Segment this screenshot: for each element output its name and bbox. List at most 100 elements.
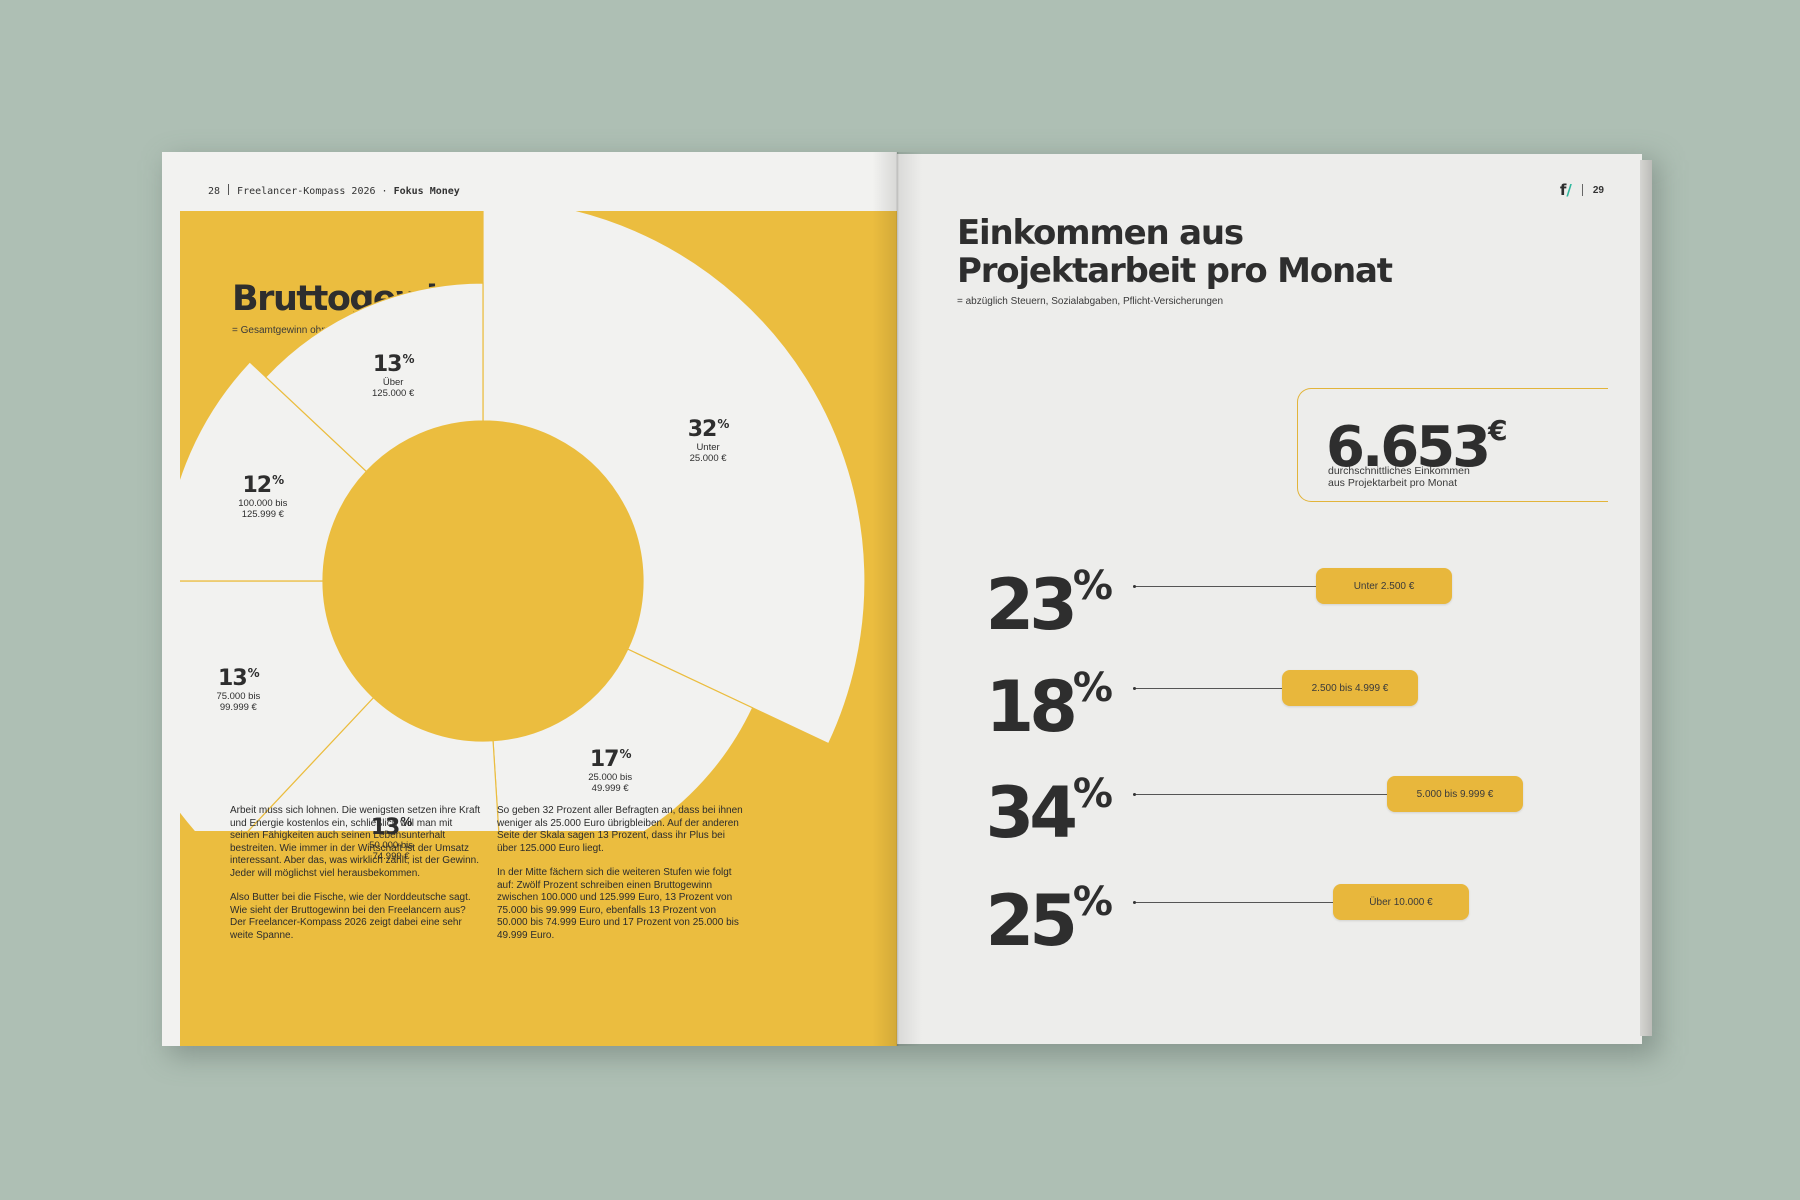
segment-label: 13% 50.000 bis 74.999 € xyxy=(336,810,446,862)
text-column-1: Arbeit muss sich lohnen. Die wenigsten s… xyxy=(230,805,482,954)
category-pill: 5.000 bis 9.999 € xyxy=(1387,776,1523,812)
running-section: Fokus Money xyxy=(393,186,460,197)
leader-dot xyxy=(1133,901,1136,904)
income-row: 18% 2.500 bis 4.999 € xyxy=(897,648,1642,747)
segment-label: 13% 75.000 bis 99.999 € xyxy=(183,661,293,713)
average-unit: € xyxy=(1488,414,1508,447)
leader-dot xyxy=(1133,687,1136,690)
segment-caption: 100.000 bis xyxy=(238,497,288,509)
income-row: 34% 5.000 bis 9.999 € xyxy=(897,754,1642,853)
percent-sign: % xyxy=(1072,771,1113,817)
left-page: 28 Freelancer-Kompass 2026 · Fokus Money … xyxy=(162,152,897,1046)
row-value: 25 xyxy=(985,880,1078,962)
page-subtitle-left: = Gesamtgewinn ohne Steuerabzug xyxy=(232,325,392,336)
segment-caption: 49.999 € xyxy=(591,783,629,795)
chart-segment xyxy=(264,282,484,473)
brand-logo: f/ xyxy=(1560,181,1572,199)
percent-sign: % xyxy=(400,815,412,830)
caption-line: durchschnittliches Einkommen xyxy=(1328,465,1470,477)
page-number-left: 28 xyxy=(208,186,221,197)
page-edge xyxy=(1640,160,1652,1036)
caption-line: aus Projektarbeit pro Monat xyxy=(1328,477,1457,489)
chart-segment xyxy=(180,361,368,582)
segment-label: 13% Über 125.000 € xyxy=(338,347,448,399)
segment-value: 32 xyxy=(687,417,718,443)
percent-sign: % xyxy=(1072,879,1113,925)
percent-sign: % xyxy=(619,747,631,762)
segment-caption: 25.000 bis xyxy=(588,772,633,784)
title-line-1: Einkommen aus xyxy=(957,213,1244,253)
page-subtitle-right: = abzüglich Steuern, Sozialabgaben, Pfli… xyxy=(957,296,1224,307)
right-page: f/ 29 Einkommen aus Projektarbeit pro Mo… xyxy=(897,154,1652,1044)
average-income-box: 6.653€ durchschnittliches Einkommen aus … xyxy=(1297,388,1608,502)
income-row: 23% Unter 2.500 € xyxy=(897,546,1642,645)
percent-sign: % xyxy=(717,417,729,432)
average-caption: durchschnittliches Einkommen aus Projekt… xyxy=(1328,465,1470,489)
segment-caption: 25.000 € xyxy=(689,453,727,465)
row-percent: 23% xyxy=(985,546,1114,646)
magazine-spread: 28 Freelancer-Kompass 2026 · Fokus Money … xyxy=(162,150,1658,1056)
paragraph: So geben 32 Prozent aller Befragten an, … xyxy=(497,805,743,854)
logo-mark: / xyxy=(1566,181,1572,199)
segment-value: 12 xyxy=(242,472,273,498)
paragraph: Arbeit muss sich lohnen. Die wenigsten s… xyxy=(230,805,481,879)
segment-caption: Über xyxy=(382,377,404,389)
running-title: Freelancer-Kompass 2026 · xyxy=(237,186,388,197)
running-head-right: f/ 29 xyxy=(1560,181,1604,199)
average-value: 6.653€ xyxy=(1326,399,1508,480)
page-title-right: Einkommen aus Projektarbeit pro Monat xyxy=(957,213,1393,291)
chart-segment xyxy=(180,580,375,831)
segment-percent: 13% xyxy=(336,810,446,840)
segment-label: 32% Unter 25.000 € xyxy=(653,412,763,464)
segment-value: 13 xyxy=(370,815,401,841)
chart-segment xyxy=(247,696,500,831)
page-number-right: 29 xyxy=(1592,184,1604,196)
segment-caption: 75.000 bis xyxy=(216,690,261,702)
percent-sign: % xyxy=(402,352,414,367)
title-line-2: Projektarbeit pro Monat xyxy=(957,251,1393,291)
segment-percent: 32% xyxy=(653,412,763,442)
leader-line xyxy=(1136,688,1282,689)
text-column-2: So geben 32 Prozent aller Befragten an, … xyxy=(497,805,747,954)
percent-sign: % xyxy=(247,665,260,680)
percent-sign: % xyxy=(1072,563,1113,609)
segment-value: 13 xyxy=(218,665,248,691)
paragraph: Also Butter bei die Fische, wie der Nord… xyxy=(230,892,471,941)
logo-letter: f xyxy=(1559,181,1567,199)
leader-dot xyxy=(1133,585,1136,588)
radial-chart xyxy=(180,211,866,831)
segment-caption: 99.999 € xyxy=(219,701,257,713)
paragraph: In der Mitte fächern sich die weiteren S… xyxy=(497,867,739,941)
segment-caption: Unter xyxy=(696,442,720,454)
row-percent: 34% xyxy=(985,754,1114,854)
segment-caption: 125.000 € xyxy=(372,388,415,400)
row-percent: 25% xyxy=(985,862,1114,962)
row-value: 34 xyxy=(985,772,1078,854)
leader-dot xyxy=(1133,793,1136,796)
row-value: 18 xyxy=(985,666,1078,748)
segment-percent: 12% xyxy=(208,468,318,498)
income-row: 25% Über 10.000 € xyxy=(897,862,1642,961)
segment-value: 13 xyxy=(372,352,403,378)
running-head-left: 28 Freelancer-Kompass 2026 · Fokus Money xyxy=(208,184,460,197)
category-pill: 2.500 bis 4.999 € xyxy=(1282,670,1418,706)
percent-sign: % xyxy=(272,472,284,487)
segment-caption: 74.999 € xyxy=(372,851,410,863)
segment-percent: 13% xyxy=(183,661,293,691)
chart-segment xyxy=(482,211,866,745)
row-value: 23 xyxy=(985,564,1078,646)
segment-value: 17 xyxy=(589,747,620,773)
segment-percent: 13% xyxy=(338,347,448,377)
percent-sign: % xyxy=(1072,665,1113,711)
divider xyxy=(228,184,230,195)
leader-line xyxy=(1136,902,1333,903)
category-pill: Unter 2.500 € xyxy=(1316,568,1452,604)
divider xyxy=(1581,184,1583,196)
row-percent: 18% xyxy=(985,648,1114,748)
segment-caption: 125.999 € xyxy=(241,508,284,520)
yellow-panel: Bruttogewinn = Gesamtgewinn ohne Steuera… xyxy=(180,211,897,1046)
average-number: 6.653 xyxy=(1326,415,1491,480)
segment-caption: 50.000 bis xyxy=(369,840,413,852)
segment-label: 17% 25.000 bis 49.999 € xyxy=(555,742,665,794)
chart-segment xyxy=(492,648,754,831)
